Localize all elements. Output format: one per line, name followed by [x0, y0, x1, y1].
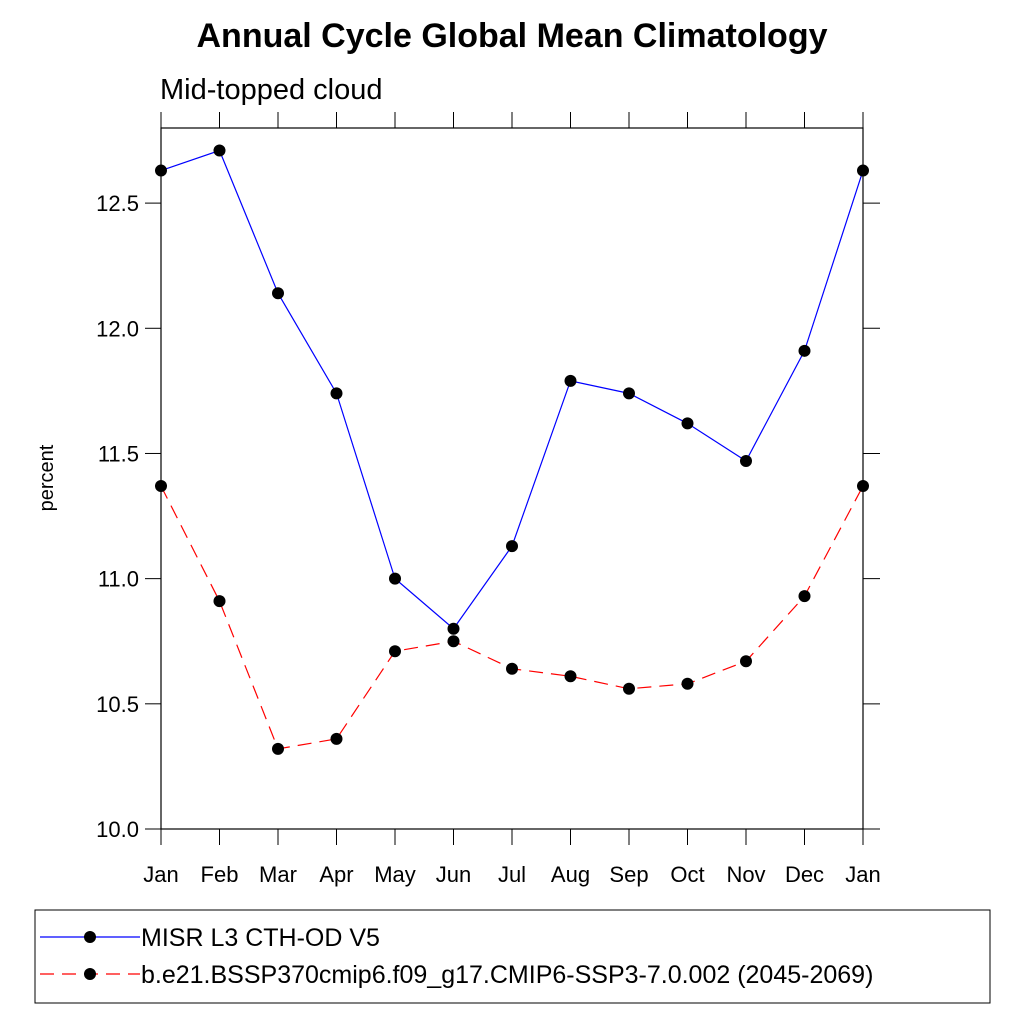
data-point [330, 387, 343, 400]
data-point [389, 645, 401, 658]
series-line [160, 149, 864, 630]
chart-title: Annual Cycle Global Mean Climatology [197, 17, 828, 55]
data-point [564, 374, 577, 387]
legend-marker [84, 968, 96, 980]
data-point [213, 595, 226, 608]
data-point [506, 540, 518, 553]
x-tick-label: Jan [143, 862, 178, 887]
data-point [389, 572, 401, 585]
data-point [798, 590, 811, 603]
data-point [272, 287, 284, 300]
data-point [740, 655, 752, 668]
y-tick-label: 11.5 [98, 441, 139, 466]
data-point [623, 682, 635, 695]
x-tick-label: Jan [845, 862, 880, 887]
legend-marker [84, 931, 96, 943]
data-point [857, 164, 869, 177]
data-point [155, 164, 167, 177]
legend-box [34, 909, 991, 1004]
x-tick-label: Jul [498, 862, 526, 887]
x-tick-label: Sep [609, 862, 648, 887]
x-tick-label: Dec [785, 862, 824, 887]
data-point [447, 622, 460, 635]
chart-subtitle: Mid-topped cloud [160, 74, 382, 106]
data-point [330, 732, 343, 745]
data-point [272, 742, 284, 755]
y-axis-label: percent [36, 444, 58, 511]
data-point [798, 344, 811, 357]
data-point [681, 417, 694, 430]
data-point [740, 454, 752, 467]
data-point [623, 387, 635, 400]
x-tick-label: Jun [436, 862, 471, 887]
data-point [506, 662, 518, 675]
data-point [155, 480, 167, 493]
x-tick-label: Nov [726, 862, 765, 887]
data-point [447, 635, 460, 648]
y-tick-label: 10.5 [96, 692, 139, 717]
data-point [564, 670, 577, 683]
x-tick-label: Aug [551, 862, 590, 887]
x-tick-label: May [374, 862, 416, 887]
series-line [160, 485, 864, 750]
data-point [681, 677, 694, 690]
x-tick-label: Mar [259, 862, 297, 887]
plot-frame [160, 127, 864, 830]
y-tick-label: 11.0 [98, 567, 139, 592]
y-tick-label: 10.0 [96, 817, 139, 842]
data-point [213, 144, 226, 157]
legend-label: MISR L3 CTH-OD V5 [141, 924, 380, 952]
y-tick-label: 12.5 [96, 191, 139, 216]
x-tick-label: Oct [670, 862, 704, 887]
data-point [857, 480, 869, 493]
x-tick-label: Feb [201, 862, 239, 887]
x-tick-label: Apr [319, 862, 353, 887]
y-tick-label: 12.0 [96, 316, 139, 341]
legend-label: b.e21.BSSP370cmip6.f09_g17.CMIP6-SSP3-7.… [141, 961, 873, 989]
